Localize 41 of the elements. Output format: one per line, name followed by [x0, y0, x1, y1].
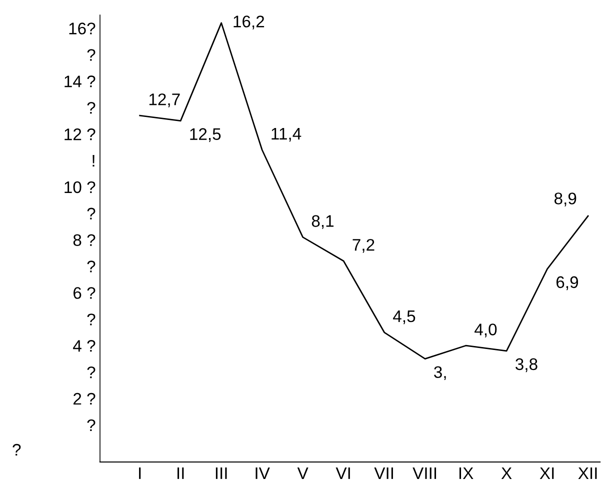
y-tick-label: ?	[87, 314, 96, 326]
data-label: 8,1	[312, 215, 334, 229]
y-tick-label: ?	[87, 102, 96, 114]
y-tick-label: 14 ?	[64, 76, 96, 88]
y-tick-label: ?	[87, 260, 96, 272]
x-tick-label: VII	[374, 467, 393, 479]
data-label: 12,7	[149, 93, 180, 108]
x-tick-label: X	[501, 467, 512, 479]
data-label: 4,5	[393, 310, 416, 324]
y-tick-label: 2 ?	[74, 392, 96, 405]
y-tick-label: 8 ?	[73, 234, 96, 246]
text: ?	[12, 444, 21, 456]
x-tick-label: XI	[540, 467, 554, 479]
data-label: 6,9	[556, 276, 578, 290]
y-tick-label: 6 ?	[74, 287, 96, 299]
x-tick-label: IX	[459, 467, 474, 479]
x-tick-label: VIII	[412, 467, 436, 479]
y-tick-label: ?	[87, 49, 96, 61]
y-tick-label: 12 ?	[64, 128, 96, 140]
x-tick-label: V	[297, 467, 308, 479]
data-label: 4,0	[474, 324, 497, 338]
y-tick-label: 10 ?	[64, 181, 96, 194]
y-tick-label: 16?	[69, 22, 96, 34]
x-tick-label: II	[177, 467, 184, 479]
data-label: 12,5	[190, 128, 221, 142]
x-tick-label: VI	[336, 467, 350, 479]
y-tick-label: ?	[87, 366, 96, 378]
data-label: 3,8	[516, 358, 538, 372]
y-tick-label: !	[92, 155, 94, 167]
data-label: 3,	[434, 366, 446, 380]
data-label: 16,2	[234, 16, 264, 30]
x-tick-label: IV	[256, 467, 270, 479]
x-tick-label: XII	[578, 467, 597, 479]
x-tick-label: I	[139, 467, 141, 479]
y-tick-label: ?	[87, 419, 96, 432]
y-tick-label: ?	[87, 208, 96, 220]
data-label: 7,2	[352, 238, 374, 253]
data-label: 8,9	[554, 192, 576, 206]
y-tick-label: 4 ?	[73, 340, 96, 352]
data-label: 11,4	[272, 128, 302, 142]
x-tick-label: III	[216, 467, 227, 479]
